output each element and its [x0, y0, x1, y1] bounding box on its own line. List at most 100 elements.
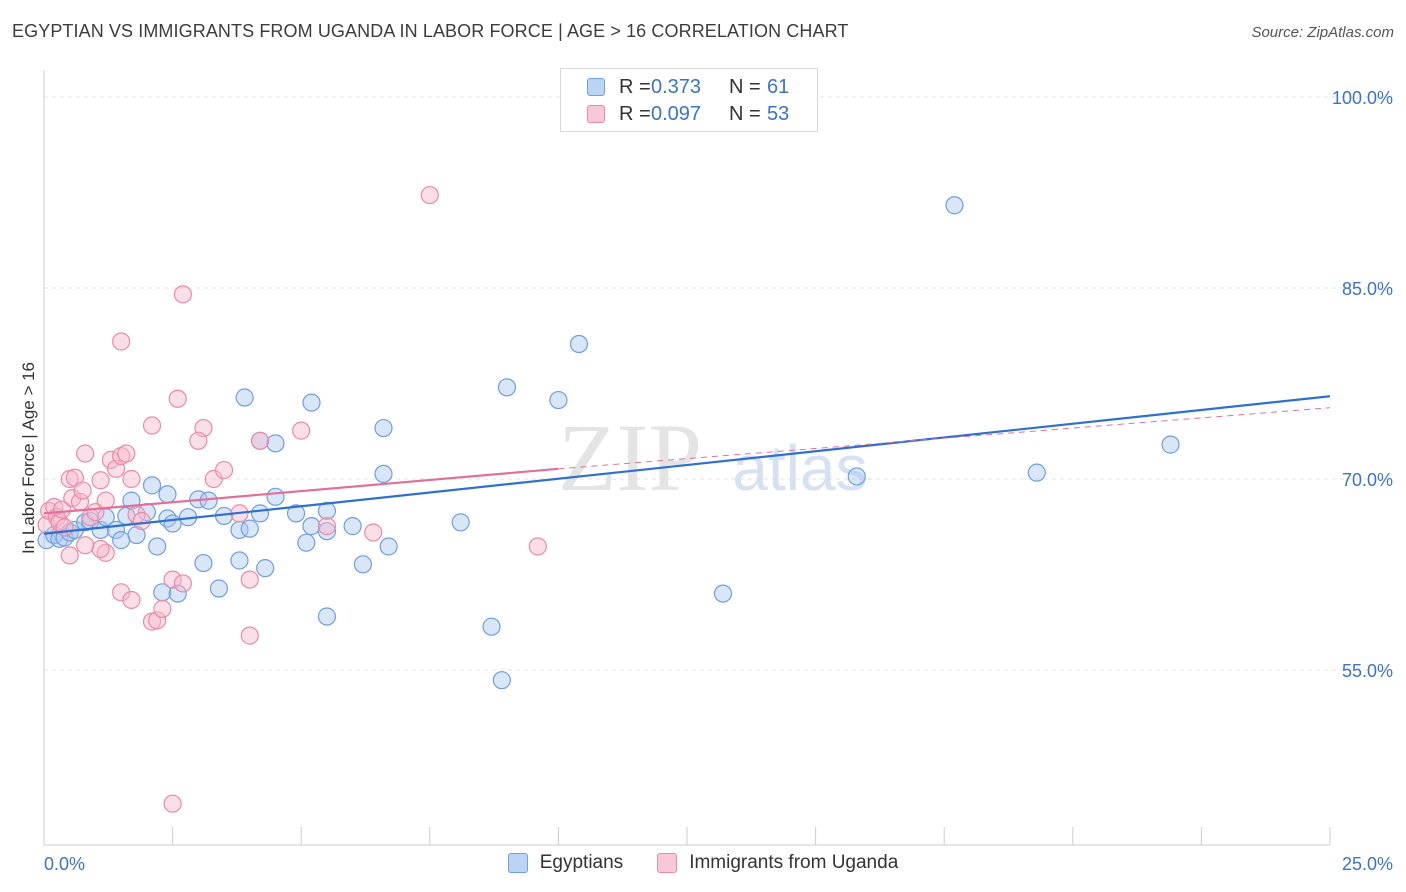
series-swatch-egyptians: [507, 853, 528, 873]
trend-lines: [43, 395, 1331, 535]
series-label-uganda: Immigrants from Uganda: [689, 852, 899, 873]
point-uganda: [189, 431, 208, 450]
point-uganda: [168, 389, 187, 408]
point-egyptians: [158, 509, 177, 528]
point-egyptians: [569, 334, 589, 354]
correlation-legend: R = 0.373 N = 61 R = 0.097 N = 53: [560, 68, 818, 132]
point-egyptians: [127, 525, 146, 545]
point-uganda: [117, 444, 136, 463]
point-uganda: [364, 523, 383, 542]
legend-n-value: 53: [767, 102, 790, 125]
point-uganda: [528, 537, 547, 556]
watermark-atlas: atlas: [732, 432, 867, 504]
chart-source: Source: ZipAtlas.com: [1251, 24, 1394, 41]
trend-line-uganda: [43, 467, 559, 515]
point-uganda: [148, 611, 167, 630]
series-label-egyptians: Egyptians: [539, 852, 624, 873]
point-egyptians: [1027, 463, 1046, 482]
legend-n-label: N =: [729, 102, 761, 125]
point-uganda: [96, 491, 115, 510]
point-uganda: [52, 500, 72, 519]
point-uganda: [60, 546, 79, 565]
point-uganda: [173, 285, 192, 304]
y-tick-label: 70.0%: [1342, 470, 1393, 490]
point-uganda: [73, 481, 92, 500]
watermark-zip: ZIP: [558, 404, 702, 511]
point-egyptians: [266, 434, 285, 453]
point-egyptians: [1161, 435, 1180, 454]
point-uganda: [55, 518, 74, 537]
point-uganda: [91, 539, 110, 559]
point-uganda: [101, 450, 120, 469]
point-egyptians: [353, 555, 373, 574]
legend-row-egyptians: R = 0.373 N = 61: [587, 75, 789, 99]
point-uganda: [142, 416, 162, 435]
trend-line-uganda-extended: [558, 407, 1331, 470]
point-egyptians: [297, 533, 316, 552]
point-egyptians: [148, 537, 167, 556]
point-egyptians: [209, 579, 228, 598]
point-egyptians: [112, 531, 131, 550]
legend-swatch-uganda: [587, 105, 605, 123]
point-egyptians: [482, 617, 501, 636]
point-uganda: [112, 446, 131, 466]
legend-n-value: 61: [767, 75, 790, 98]
legend-r-value: 0.097: [651, 102, 702, 125]
point-egyptians: [286, 504, 306, 523]
axes: [43, 70, 1331, 846]
series-swatch-uganda: [657, 853, 678, 873]
legend-swatch-egyptians: [587, 78, 605, 96]
axis-labels: 55.0% 70.0% 85.0% 100.0% 0.0% 25.0% In Labor F…: [19, 88, 1393, 874]
trend-line-egyptians: [43, 395, 1331, 535]
point-egyptians: [240, 519, 259, 538]
point-egyptians: [343, 517, 362, 536]
point-uganda: [420, 185, 439, 205]
series-legend-egyptians: Egyptians: [507, 852, 624, 874]
x-tick-label: 25.0%: [1342, 854, 1393, 874]
point-uganda: [122, 469, 141, 489]
watermark: ZIP atlas: [558, 404, 868, 511]
point-egyptians: [317, 607, 337, 626]
point-egyptians: [497, 378, 517, 397]
y-tick-label: 85.0%: [1342, 279, 1393, 299]
point-uganda: [214, 460, 234, 480]
point-uganda: [317, 517, 337, 536]
y-tick-label: 100.0%: [1332, 88, 1393, 108]
point-egyptians: [379, 537, 398, 556]
legend-r-value: 0.373: [651, 75, 702, 98]
point-egyptians: [235, 388, 254, 407]
point-uganda: [250, 431, 270, 450]
point-egyptians: [158, 485, 177, 504]
point-uganda: [153, 599, 172, 618]
legend-row-uganda: R = 0.097 N = 53: [587, 102, 789, 126]
legend-n-label: N =: [729, 75, 761, 98]
legend-r-label: R =: [619, 75, 651, 98]
y-axis-title: In Labor Force | Age > 16: [19, 362, 38, 554]
point-uganda: [76, 536, 95, 555]
point-egyptians: [250, 504, 270, 523]
legend-r-label: R =: [619, 102, 651, 125]
series-legend-uganda: Immigrants from Uganda: [657, 852, 898, 874]
data-points: [37, 185, 1180, 813]
point-uganda: [240, 626, 259, 645]
point-egyptians: [302, 517, 321, 536]
point-uganda: [112, 332, 131, 351]
point-egyptians: [374, 464, 393, 484]
point-egyptians: [847, 467, 866, 486]
point-egyptians: [492, 671, 511, 690]
y-tick-label: 55.0%: [1342, 661, 1393, 681]
point-egyptians: [194, 553, 213, 573]
point-egyptians: [317, 522, 337, 541]
point-egyptians: [549, 390, 568, 410]
point-egyptians: [163, 514, 182, 533]
point-uganda: [240, 570, 259, 589]
point-egyptians: [374, 418, 393, 438]
chart-title: EGYPTIAN VS IMMIGRANTS FROM UGANDA IN LA…: [12, 21, 849, 41]
point-egyptians: [168, 584, 187, 603]
point-egyptians: [713, 584, 733, 603]
x-tick-label: 0.0%: [44, 854, 85, 874]
series-legend: Egyptians Immigrants from Uganda: [0, 852, 1406, 874]
point-egyptians: [451, 513, 470, 532]
point-egyptians: [266, 487, 285, 506]
